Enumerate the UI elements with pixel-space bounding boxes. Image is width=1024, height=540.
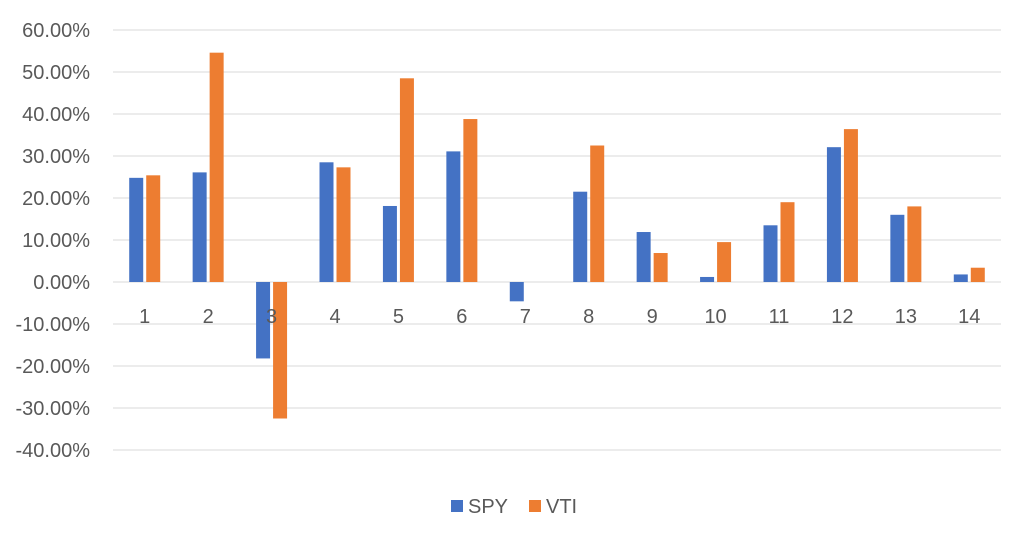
y-tick-label: -40.00% xyxy=(16,440,91,462)
bar-vti-14 xyxy=(970,267,985,282)
bar-vti-1 xyxy=(146,175,161,282)
x-tick-label: 2 xyxy=(203,306,214,328)
x-tick-label: 9 xyxy=(647,306,658,328)
bar-vti-8 xyxy=(590,145,605,282)
x-tick-label: 14 xyxy=(958,306,980,328)
bar-vti-6 xyxy=(463,119,478,282)
legend: SPY VTI xyxy=(451,496,577,518)
bar-spy-1 xyxy=(129,177,144,282)
x-tick-label: 8 xyxy=(583,306,594,328)
x-tick-label: 11 xyxy=(769,306,790,328)
bar-spy-10 xyxy=(700,276,715,282)
x-tick-label: 13 xyxy=(895,306,917,328)
x-tick-label: 6 xyxy=(456,306,467,328)
legend-swatch-vti xyxy=(529,500,541,512)
y-tick-label: 40.00% xyxy=(22,104,90,126)
bar-vti-2 xyxy=(209,52,224,283)
bar-spy-14 xyxy=(953,274,968,282)
y-tick-label: 30.00% xyxy=(22,146,90,168)
y-tick-label: 60.00% xyxy=(22,20,90,42)
y-tick-label: -10.00% xyxy=(16,314,91,336)
x-tick-label: 3 xyxy=(266,306,277,328)
bars xyxy=(129,52,985,419)
bar-vti-11 xyxy=(780,202,795,282)
bar-spy-13 xyxy=(890,214,905,282)
x-tick-label: 12 xyxy=(831,306,853,328)
bar-vti-10 xyxy=(717,242,732,282)
y-tick-label: 20.00% xyxy=(22,188,90,210)
x-axis: 1 2 3 4 5 6 7 8 9 10 11 12 13 14 xyxy=(139,306,980,328)
bar-spy-12 xyxy=(826,147,841,282)
bar-vti-4 xyxy=(336,167,351,282)
bar-spy-6 xyxy=(446,151,461,282)
x-tick-label: 7 xyxy=(520,306,531,328)
y-axis: 60.00% 50.00% 40.00% 30.00% 20.00% 10.00% 0.00… xyxy=(16,20,91,462)
bar-spy-7 xyxy=(509,282,524,302)
bar-spy-9 xyxy=(636,232,651,282)
bar-spy-8 xyxy=(573,191,588,282)
bar-vti-3 xyxy=(273,282,288,419)
bar-vti-9 xyxy=(653,253,668,282)
y-tick-label: 10.00% xyxy=(22,230,90,252)
x-tick-label: 10 xyxy=(704,306,726,328)
legend-label-vti: VTI xyxy=(546,496,577,518)
legend-label-spy: SPY xyxy=(468,496,508,518)
y-tick-label: -30.00% xyxy=(16,398,91,420)
legend-swatch-spy xyxy=(451,500,463,512)
x-tick-label: 5 xyxy=(393,306,404,328)
bar-spy-5 xyxy=(382,205,397,282)
bar-spy-3 xyxy=(256,282,271,359)
x-tick-label: 4 xyxy=(329,306,340,328)
bar-spy-4 xyxy=(319,162,334,282)
y-tick-label: 50.00% xyxy=(22,62,90,84)
y-tick-label: -20.00% xyxy=(16,356,91,378)
x-tick-label: 1 xyxy=(139,306,150,328)
bar-vti-13 xyxy=(907,206,922,282)
y-tick-label: 0.00% xyxy=(33,272,90,294)
bar-spy-11 xyxy=(763,225,778,282)
gridlines xyxy=(113,29,1001,451)
bar-spy-2 xyxy=(192,172,207,282)
bar-vti-12 xyxy=(843,129,858,282)
bar-vti-5 xyxy=(399,78,414,282)
